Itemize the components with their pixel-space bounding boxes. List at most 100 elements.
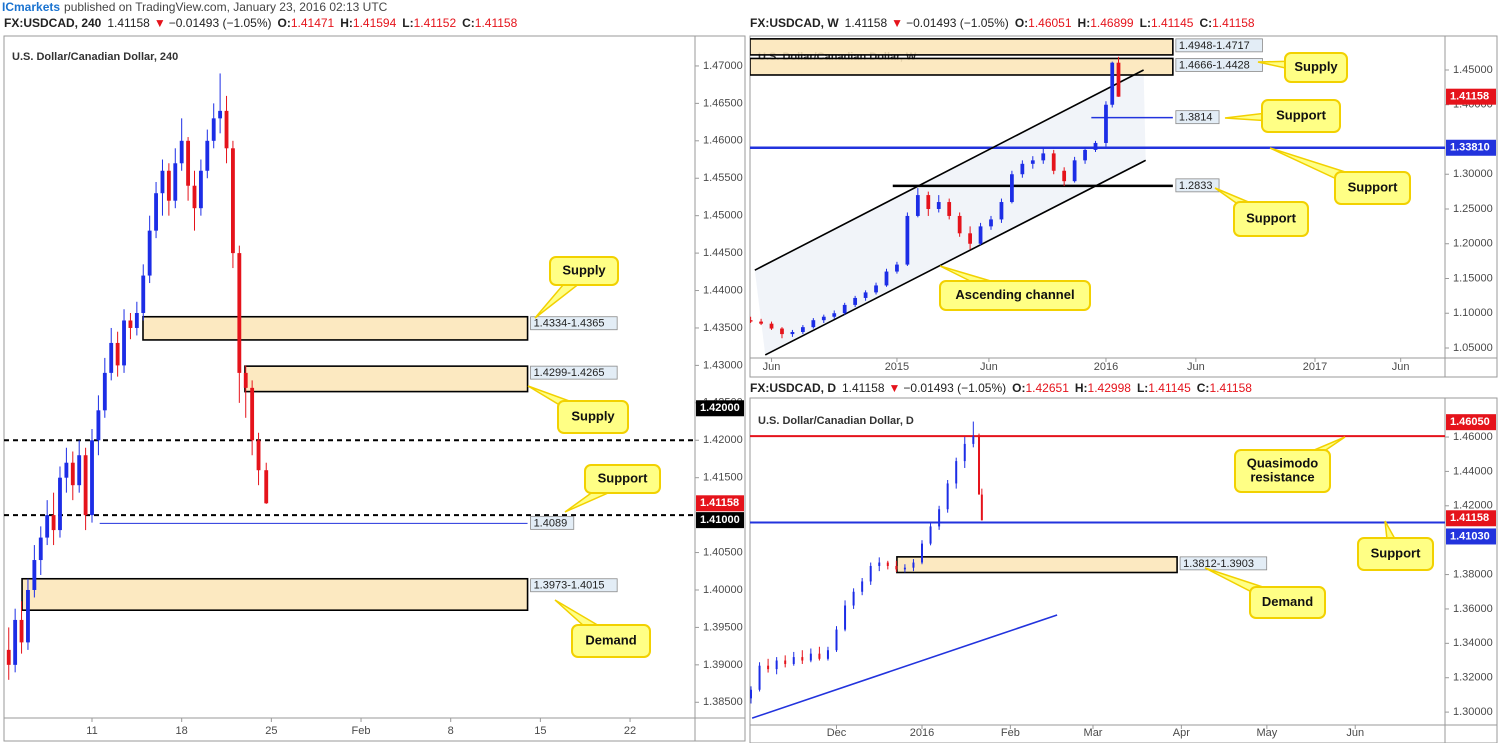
candle-body <box>186 140 191 186</box>
last-price: 1.41158 <box>107 16 150 30</box>
zone-label-box <box>530 365 618 380</box>
candle-body <box>769 323 774 329</box>
candle-body <box>844 605 847 630</box>
change: −0.01493 (−1.05%) <box>169 16 272 30</box>
candle-body <box>758 665 761 690</box>
y-tick-label: 1.38000 <box>1453 568 1493 580</box>
y-tick-label: 1.25000 <box>1453 203 1493 215</box>
ohlc-label: C: <box>462 16 475 30</box>
ohlc-value: 1.46051 <box>1028 16 1072 30</box>
y-tick-label: 1.40500 <box>703 546 743 558</box>
zone-label-box <box>530 316 618 331</box>
callout-box <box>549 256 619 286</box>
x-tick-label: Jun <box>1187 361 1205 373</box>
candle-body <box>792 657 795 664</box>
y-tick-label: 1.32000 <box>1453 672 1493 684</box>
candle-body <box>192 185 197 209</box>
x-tick-label: Dec <box>827 727 847 739</box>
candle-body <box>1093 142 1098 150</box>
plot-area: U.S. Dollar/Canadian Dollar, W <box>750 38 1445 356</box>
last-price: 1.41158 <box>845 16 888 30</box>
ohlc-value: 1.41145 <box>1151 16 1194 30</box>
y-tick-label: 1.44000 <box>703 284 743 296</box>
candle-body <box>972 436 975 444</box>
axis-price-label: 1.46050 <box>1450 416 1490 428</box>
chart-subtitle: U.S. Dollar/Canadian Dollar, 240 <box>12 51 178 63</box>
callout-box <box>1357 537 1434 571</box>
candle-body <box>115 342 120 366</box>
candle-body <box>801 657 804 661</box>
candle-body <box>874 285 878 293</box>
candle-body <box>1030 160 1035 164</box>
y-tick-label: 1.30000 <box>1453 706 1493 718</box>
candle-body <box>999 202 1004 220</box>
y-tick-label: 1.46000 <box>703 135 743 147</box>
axis-price-box <box>696 512 744 529</box>
candle-body <box>926 195 931 209</box>
candle-body <box>895 565 898 570</box>
candle-body <box>160 170 165 194</box>
y-tick-label: 1.43000 <box>703 359 743 371</box>
candle-body <box>905 215 910 265</box>
level-label-box <box>1175 178 1220 193</box>
zone-label-box <box>1175 38 1263 53</box>
candle-body <box>936 202 941 209</box>
y-tick-label: 1.36000 <box>1453 603 1493 615</box>
x-tick-label: Mar <box>1084 727 1103 739</box>
y-tick-label: 1.42000 <box>1453 500 1493 512</box>
y-tick-label: 1.10000 <box>1453 307 1493 319</box>
ohlc-label: L: <box>402 16 413 30</box>
axis-price-label: 1.41158 <box>1450 512 1489 524</box>
y-tick-label: 1.44000 <box>1453 465 1493 477</box>
candle-body <box>218 110 223 119</box>
chart-panel: FX:USDCAD, W 1.41158 ▼ −0.01493 (−1.05%) O:1… <box>749 16 1498 378</box>
candle-body <box>989 219 993 227</box>
candle-body <box>852 591 855 606</box>
zone <box>21 577 529 611</box>
y-tick-label: 1.39500 <box>703 621 743 633</box>
candle-body <box>1010 174 1014 203</box>
level-label-box <box>530 515 575 530</box>
x-tick-label: 2017 <box>1303 361 1327 373</box>
zone <box>142 315 529 341</box>
change-arrow: ▼ <box>889 381 901 395</box>
callout-text: Supply <box>562 262 606 277</box>
author[interactable]: ICmarkets <box>2 0 60 14</box>
x-tick-label: 2016 <box>1094 361 1118 373</box>
callout-text: Demand <box>1262 594 1313 609</box>
candle-body <box>978 226 983 244</box>
callout-text: resistance <box>1250 469 1314 484</box>
candle-body <box>884 271 889 286</box>
candle-body <box>250 387 255 441</box>
ohlc-value: 1.46899 <box>1090 16 1134 30</box>
callout-box <box>1234 449 1331 493</box>
callout-box <box>1233 201 1309 237</box>
x-tick-label: Jun <box>980 361 998 373</box>
ohlc-value: 1.41152 <box>414 16 457 30</box>
candle-body <box>256 440 261 471</box>
ohlc-label: O: <box>278 16 291 30</box>
y-tick-label: 1.30000 <box>1453 168 1493 180</box>
ohlc-label: H: <box>1075 381 1088 395</box>
candle-body <box>784 660 787 664</box>
candle-body <box>237 253 242 373</box>
zone-label: 1.3973-1.4015 <box>534 580 605 592</box>
candle-body <box>1083 149 1087 161</box>
callout-box <box>571 624 651 658</box>
y-tick-label: 1.40000 <box>703 584 743 596</box>
candle-body <box>947 202 952 216</box>
candle-body <box>211 118 216 141</box>
candle-body <box>895 264 899 272</box>
candle-body <box>861 581 864 592</box>
candle-body <box>128 320 133 328</box>
ohlc-value: 1.41594 <box>353 16 397 30</box>
y-tick-label: 1.45000 <box>1453 64 1493 76</box>
chart-panel: FX:USDCAD, D 1.41158 ▼ −0.01493 (−1.05%) O:1… <box>749 381 1498 743</box>
candle-body <box>811 320 816 328</box>
zone-label-box <box>530 578 618 593</box>
candle-body <box>903 567 906 570</box>
axis-price-box <box>1446 510 1496 527</box>
callout-text: Support <box>1348 179 1398 194</box>
candle-body <box>826 650 829 659</box>
